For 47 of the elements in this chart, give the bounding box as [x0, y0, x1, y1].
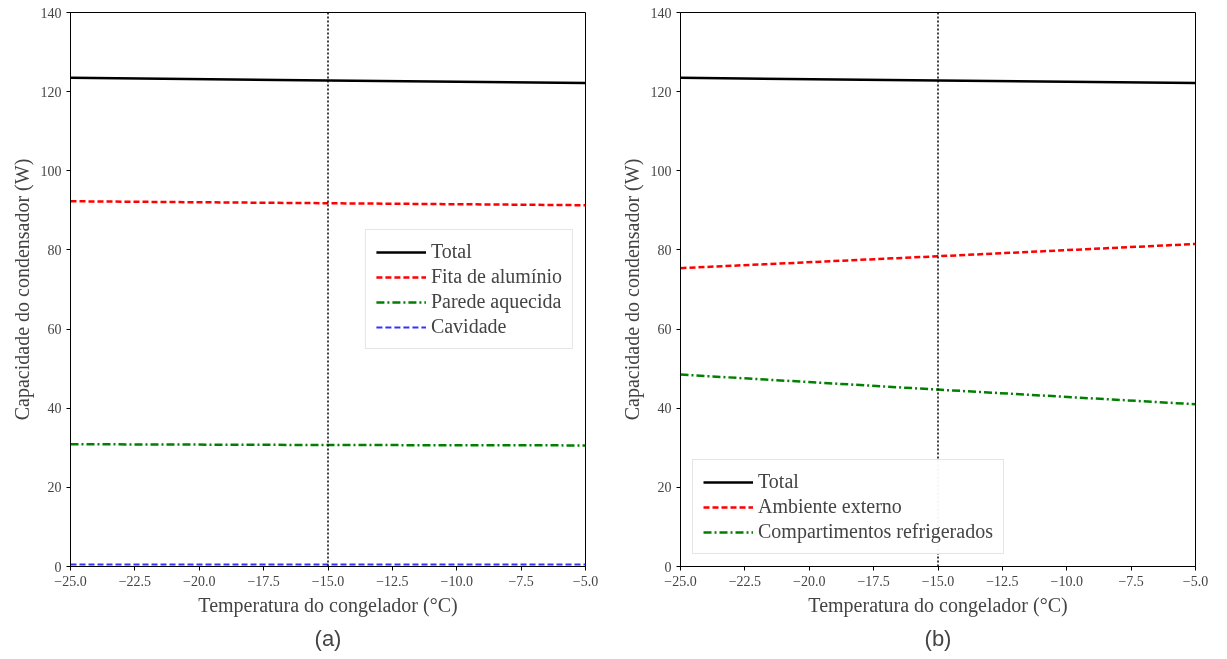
- legend-label: Fita de alumínio: [430, 265, 562, 288]
- y-tick-label: 140: [40, 5, 62, 21]
- y-tick-label: 80: [47, 242, 62, 258]
- y-tick-label: 80: [657, 242, 672, 258]
- x-tick-label: −25.0: [54, 573, 87, 589]
- x-tick-label: −25.0: [664, 573, 697, 589]
- x-tick-label: −12.5: [986, 573, 1019, 589]
- legend-label: Total: [758, 470, 799, 493]
- y-tick-label: 120: [40, 84, 62, 100]
- y-axis-title: Capacidade do condensador (W): [10, 158, 34, 421]
- y-tick-label: 140: [650, 5, 672, 21]
- y-tick-label: 100: [40, 163, 62, 179]
- legend-label: Parede aquecida: [430, 290, 562, 313]
- x-tick-label: −17.5: [247, 573, 280, 589]
- x-tick-label: −12.5: [376, 573, 409, 589]
- y-tick-label: 20: [47, 480, 62, 496]
- x-tick-label: −10.0: [440, 573, 473, 589]
- x-tick-label: −20.0: [183, 573, 216, 589]
- x-tick-label: −10.0: [1050, 573, 1083, 589]
- x-tick-label: −22.5: [118, 573, 152, 589]
- text: (a): [314, 625, 342, 651]
- legend-label: Compartimentos refrigerados: [758, 520, 993, 543]
- legend-label: Ambiente externo: [758, 495, 902, 518]
- y-tick-label: 20: [657, 480, 672, 496]
- y-tick-label: 120: [650, 84, 672, 100]
- x-axis-title: Temperatura do congelador (°C): [808, 593, 1068, 617]
- x-tick-label: −5.0: [1182, 573, 1209, 589]
- x-tick-label: −5.0: [572, 573, 599, 589]
- y-tick-label: 0: [664, 559, 672, 575]
- y-tick-label: 40: [657, 401, 672, 417]
- text: (b): [924, 625, 952, 651]
- y-tick-label: 100: [650, 163, 672, 179]
- y-tick-label: 0: [54, 559, 62, 575]
- x-tick-label: −22.5: [728, 573, 762, 589]
- x-tick-label: −15.0: [311, 573, 345, 589]
- y-tick-label: 40: [47, 401, 62, 417]
- x-tick-label: −7.5: [1118, 573, 1144, 589]
- y-tick-label: 60: [657, 322, 672, 338]
- legend-label: Total: [430, 240, 472, 263]
- x-tick-label: −17.5: [857, 573, 890, 589]
- x-tick-label: −15.0: [921, 573, 955, 589]
- y-tick-label: 60: [47, 322, 62, 338]
- x-tick-label: −7.5: [508, 573, 534, 589]
- legend-label: Cavidade: [430, 315, 507, 338]
- y-axis-title: Capacidade do condensador (W): [620, 158, 644, 421]
- x-tick-label: −20.0: [793, 573, 826, 589]
- x-axis-title: Temperatura do congelador (°C): [198, 593, 458, 617]
